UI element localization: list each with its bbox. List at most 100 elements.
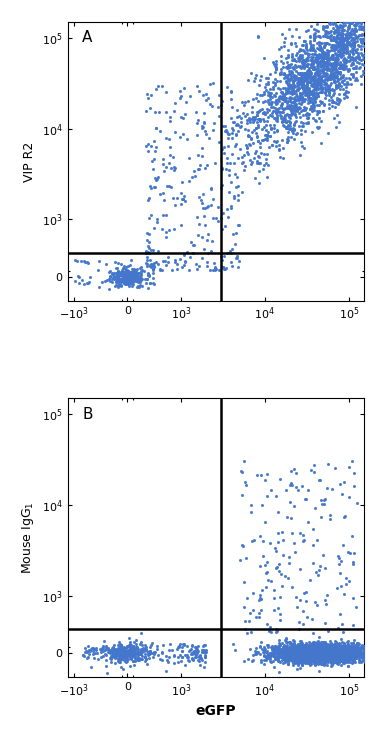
- Point: [324, 643, 330, 655]
- Point: [319, 647, 325, 659]
- Point: [345, 0, 351, 9]
- Point: [341, 647, 347, 659]
- Point: [277, 657, 283, 668]
- Point: [329, 645, 335, 657]
- Point: [122, 646, 128, 658]
- Point: [332, 643, 338, 655]
- Point: [316, 77, 322, 89]
- Point: [346, 654, 352, 665]
- Point: [316, 631, 322, 643]
- Point: [310, 63, 316, 75]
- Point: [312, 654, 318, 666]
- Point: [186, 152, 192, 163]
- Point: [127, 649, 133, 661]
- Point: [238, 120, 244, 132]
- Point: [268, 484, 274, 496]
- Point: [226, 169, 232, 181]
- Point: [306, 63, 312, 74]
- Point: [341, 52, 347, 64]
- Point: [305, 641, 311, 653]
- Point: [345, 78, 351, 90]
- Point: [321, 649, 327, 661]
- Point: [76, 272, 82, 283]
- Point: [294, 85, 300, 97]
- Point: [90, 643, 96, 654]
- Point: [328, 647, 334, 659]
- Point: [332, 112, 338, 124]
- Point: [308, 650, 314, 662]
- Point: [252, 73, 258, 85]
- Point: [347, 15, 353, 26]
- Point: [297, 638, 303, 650]
- Point: [339, 647, 345, 659]
- Point: [204, 234, 210, 246]
- Point: [333, 638, 339, 650]
- Point: [144, 251, 150, 263]
- Point: [326, 646, 332, 658]
- Point: [313, 646, 319, 658]
- Point: [322, 50, 328, 62]
- Point: [318, 642, 324, 654]
- Point: [294, 651, 300, 663]
- Point: [136, 275, 142, 286]
- Point: [355, 17, 361, 29]
- Point: [353, 648, 359, 660]
- Point: [310, 57, 316, 69]
- Point: [349, 643, 355, 654]
- Point: [194, 646, 200, 658]
- Point: [342, 645, 348, 657]
- Point: [314, 650, 320, 662]
- Point: [126, 632, 132, 644]
- Point: [278, 644, 284, 656]
- Point: [366, 45, 372, 57]
- Point: [348, 648, 354, 659]
- Point: [338, 12, 344, 24]
- Point: [86, 276, 92, 288]
- Point: [155, 648, 161, 660]
- Point: [353, 63, 359, 74]
- Point: [254, 88, 260, 99]
- Point: [286, 647, 292, 659]
- Point: [291, 93, 297, 105]
- Point: [336, 0, 342, 10]
- Point: [287, 123, 293, 135]
- Point: [366, 39, 372, 51]
- Point: [303, 110, 309, 121]
- Point: [284, 648, 290, 660]
- Point: [342, 645, 348, 657]
- Point: [308, 647, 314, 659]
- Point: [306, 657, 312, 668]
- Point: [355, 49, 361, 60]
- Point: [296, 644, 302, 656]
- Point: [325, 53, 331, 65]
- Point: [283, 651, 289, 663]
- Point: [114, 272, 120, 283]
- Point: [159, 264, 165, 276]
- Point: [346, 7, 352, 19]
- Point: [253, 122, 259, 134]
- Point: [351, 643, 357, 654]
- Point: [121, 260, 127, 272]
- Point: [316, 648, 322, 659]
- Point: [320, 23, 326, 35]
- Point: [275, 93, 281, 105]
- Point: [359, 29, 365, 40]
- Point: [335, 652, 341, 664]
- Point: [262, 130, 268, 141]
- Point: [348, 642, 354, 654]
- Point: [334, 643, 340, 655]
- Point: [203, 645, 209, 657]
- Point: [239, 185, 245, 197]
- Point: [292, 644, 298, 656]
- Point: [362, 33, 368, 45]
- Point: [310, 89, 316, 101]
- Point: [299, 640, 305, 651]
- Point: [318, 86, 324, 98]
- Point: [274, 640, 280, 652]
- Point: [308, 644, 314, 656]
- Point: [347, 18, 353, 29]
- Point: [112, 652, 118, 664]
- Point: [109, 648, 115, 659]
- Point: [303, 79, 309, 91]
- Point: [320, 649, 326, 661]
